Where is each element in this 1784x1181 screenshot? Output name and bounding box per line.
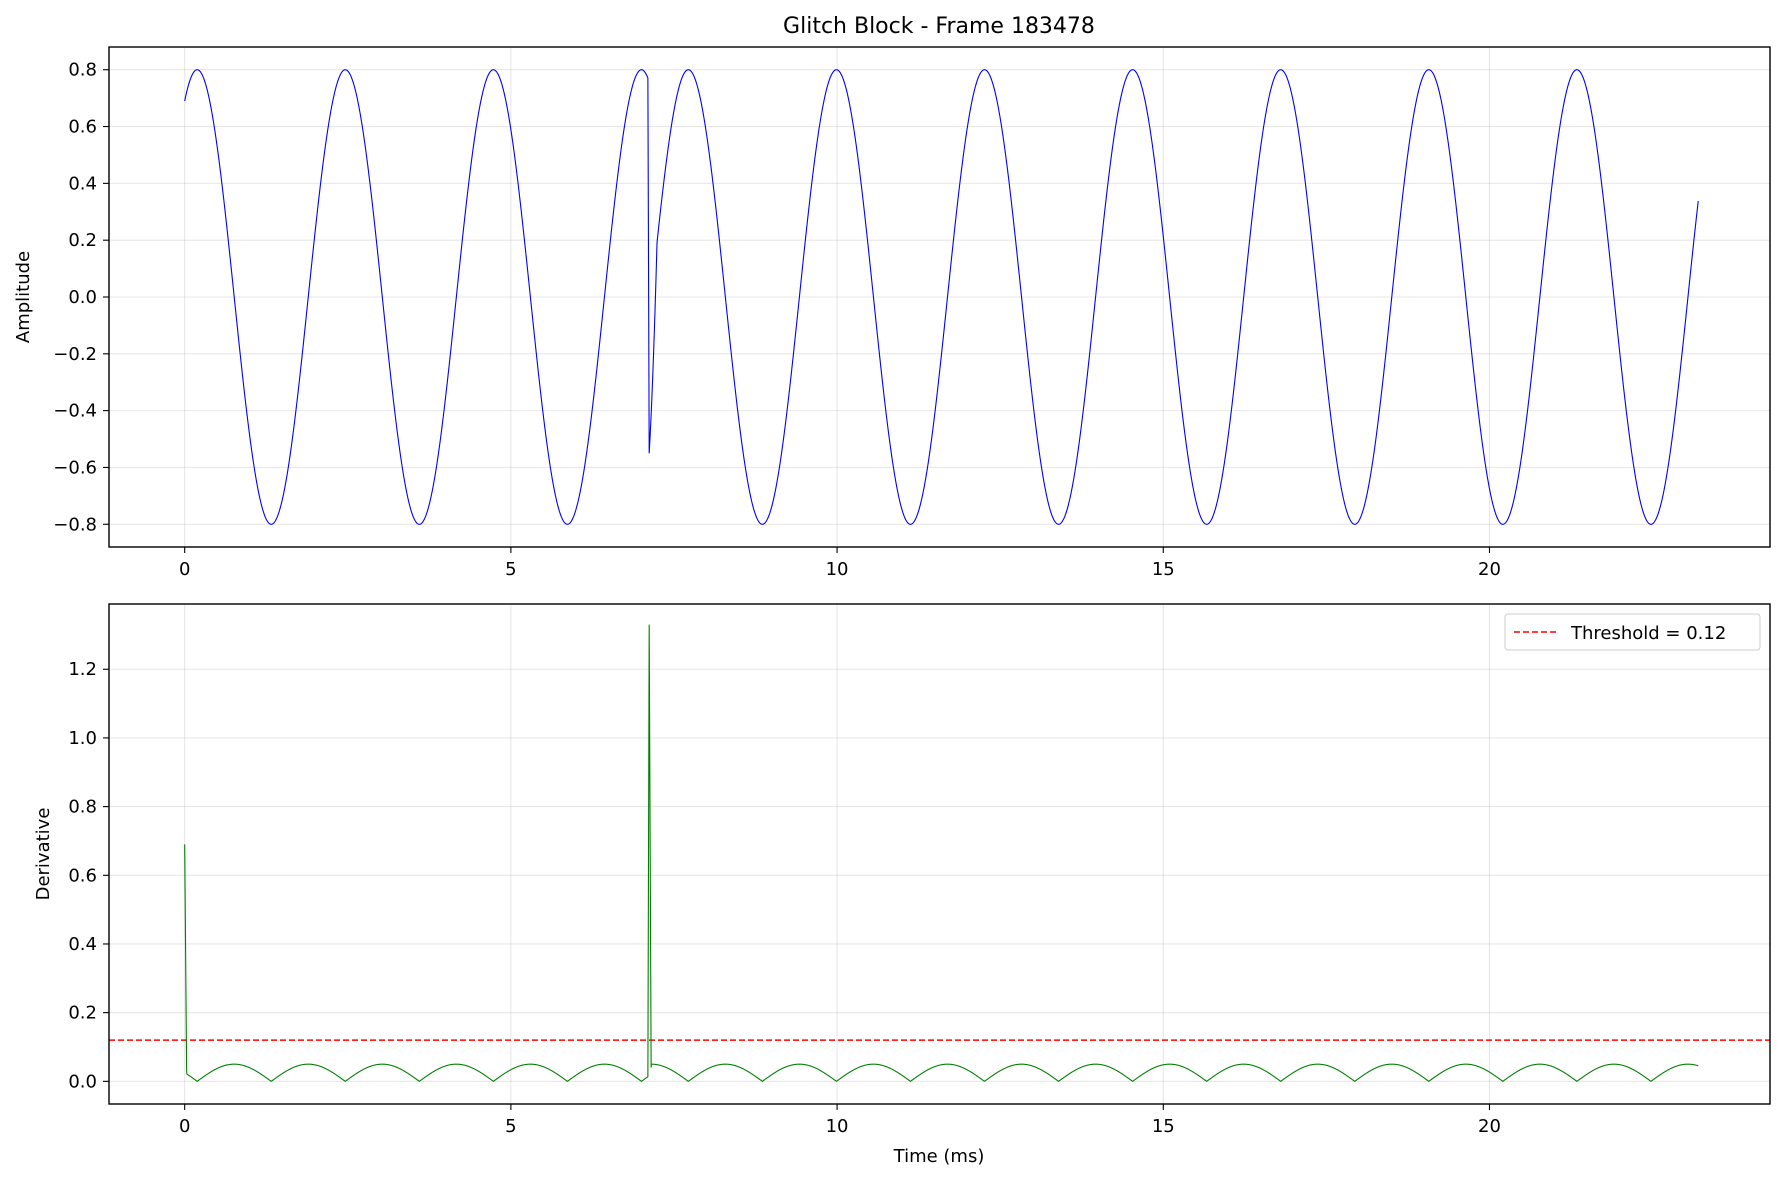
derivative-x-tick-label: 20 bbox=[1478, 1116, 1501, 1137]
derivative-y-ticks: 0.0 0.2 0.4 0.6 0.8 1.0 1.2 bbox=[68, 659, 109, 1092]
amplitude-y-ticks: 0.8 0.6 0.4 0.2 0.0 −0.2 −0.4 −0.6 −0.8 bbox=[53, 60, 109, 535]
derivative-x-tick-label: 10 bbox=[826, 1116, 849, 1137]
amplitude-y-tick-label: 0.4 bbox=[68, 173, 97, 194]
x-axis-label: Time (ms) bbox=[893, 1146, 985, 1167]
amplitude-y-tick-label: 0.6 bbox=[68, 117, 97, 138]
derivative-y-axis-label: Derivative bbox=[33, 808, 54, 901]
legend-box bbox=[1504, 613, 1761, 651]
amplitude-y-tick-label: 0.2 bbox=[68, 230, 97, 251]
amplitude-y-tick-label: −0.2 bbox=[53, 344, 97, 365]
derivative-x-tick-label: 15 bbox=[1152, 1116, 1175, 1137]
amplitude-y-tick-label: 0.8 bbox=[68, 60, 97, 81]
legend: Threshold = 0.12 bbox=[1504, 613, 1761, 651]
derivative-y-tick-label: 0.8 bbox=[68, 797, 97, 818]
derivative-y-tick-label: 1.0 bbox=[68, 728, 97, 749]
amplitude-y-axis-label: Amplitude bbox=[13, 251, 34, 343]
amplitude-series bbox=[184, 69, 1699, 525]
derivative-axes-frame bbox=[108, 603, 1771, 1105]
derivative-y-tick-label: 0.2 bbox=[68, 1003, 97, 1024]
derivative-x-tick-label: 0 bbox=[179, 1116, 190, 1137]
amplitude-y-tick-label: −0.6 bbox=[53, 457, 97, 478]
amplitude-y-tick-label: −0.4 bbox=[53, 401, 97, 422]
amplitude-y-tick-label: 0.0 bbox=[68, 287, 97, 308]
derivative-x-tick-label: 5 bbox=[505, 1116, 516, 1137]
derivative-y-tick-label: 0.6 bbox=[68, 865, 97, 886]
derivative-series bbox=[184, 624, 1699, 1083]
amplitude-x-tick-label: 20 bbox=[1478, 559, 1501, 580]
amplitude-x-tick-label: 15 bbox=[1152, 559, 1175, 580]
amplitude-x-tick-label: 0 bbox=[179, 559, 190, 580]
amplitude-subplot: 0 5 10 15 20 0.8 0.6 0.4 0.2 0.0 −0.2 −0.4 −0.6 −0.8… bbox=[13, 14, 1771, 580]
derivative-x-ticks: 0 5 10 15 20 bbox=[179, 1104, 1501, 1137]
amplitude-line bbox=[184, 69, 1699, 525]
derivative-y-tick-label: 0.0 bbox=[68, 1071, 97, 1092]
derivative-line bbox=[184, 624, 1699, 1083]
chart-title: Glitch Block - Frame 183478 bbox=[783, 14, 1095, 39]
amplitude-x-tick-label: 10 bbox=[826, 559, 849, 580]
amplitude-x-tick-label: 5 bbox=[505, 559, 516, 580]
derivative-subplot: 0 5 10 15 20 0.0 0.2 0.4 0.6 0.8 1.0 1.2 Time (ms)… bbox=[33, 603, 1771, 1167]
legend-threshold-label: Threshold = 0.12 bbox=[1570, 623, 1726, 644]
derivative-y-tick-label: 1.2 bbox=[68, 659, 97, 680]
amplitude-x-ticks: 0 5 10 15 20 bbox=[179, 547, 1501, 580]
amplitude-y-tick-label: −0.8 bbox=[53, 514, 97, 535]
amplitude-grid bbox=[109, 47, 1770, 547]
derivative-y-tick-label: 0.4 bbox=[68, 934, 97, 955]
